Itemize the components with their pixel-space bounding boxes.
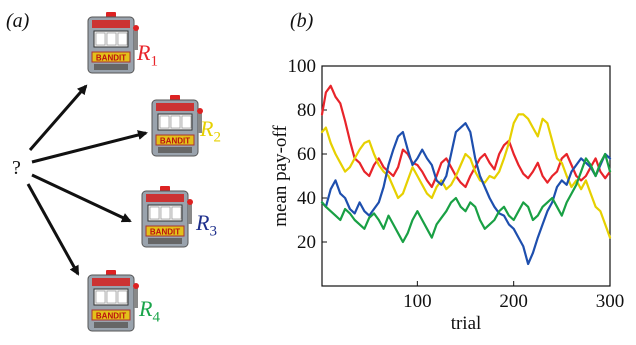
svg-text:BANDIT: BANDIT [160,137,190,146]
machine-2-label: R2 [200,116,221,146]
slot-machine-3-icon: BANDIT [141,186,193,248]
machine-3-sub: 3 [209,223,217,240]
x-tick-label: 300 [596,291,625,312]
machine-3-label: R3 [196,210,217,240]
panel-b-label: (b) [290,10,314,32]
panel-a-diagram: BANDIT BANDIT BANDIT BANDIT [26,12,203,332]
x-tick-label: 200 [499,291,528,312]
chooser-question-mark: ? [12,157,21,179]
series-line-yellow [320,113,612,239]
machine-3-name: R [196,210,210,235]
machine-1-name: R [137,40,151,65]
machine-2-name: R [200,116,214,141]
x-tick-label: 100 [403,291,432,312]
machine-1-sub: 1 [150,53,158,70]
arrow-to-machine-4 [26,183,80,276]
machine-1-label: R1 [137,40,158,70]
series-line-blue [320,122,612,266]
arrow-to-machine-1 [28,84,88,151]
x-axis-label: trial [451,313,482,334]
svg-text:BANDIT: BANDIT [96,54,126,63]
machine-2-sub: 2 [213,129,221,146]
slot-machine-2-icon: BANDIT [151,95,203,157]
svg-text:BANDIT: BANDIT [96,312,126,321]
arrow-to-machine-3 [31,173,132,223]
panel-a-label: (a) [6,10,30,32]
arrow-to-machine-2 [31,130,148,164]
machine-4-sub: 4 [152,309,160,326]
series-line-red [320,84,612,189]
machine-4-name: R [139,296,153,321]
slot-machine-4-icon: BANDIT [87,270,139,332]
plot-frame [321,65,611,287]
slot-machine-1-icon: BANDIT [87,12,139,74]
svg-text:BANDIT: BANDIT [150,228,180,237]
series-line-green [320,152,612,244]
machine-4-label: R4 [139,296,160,326]
